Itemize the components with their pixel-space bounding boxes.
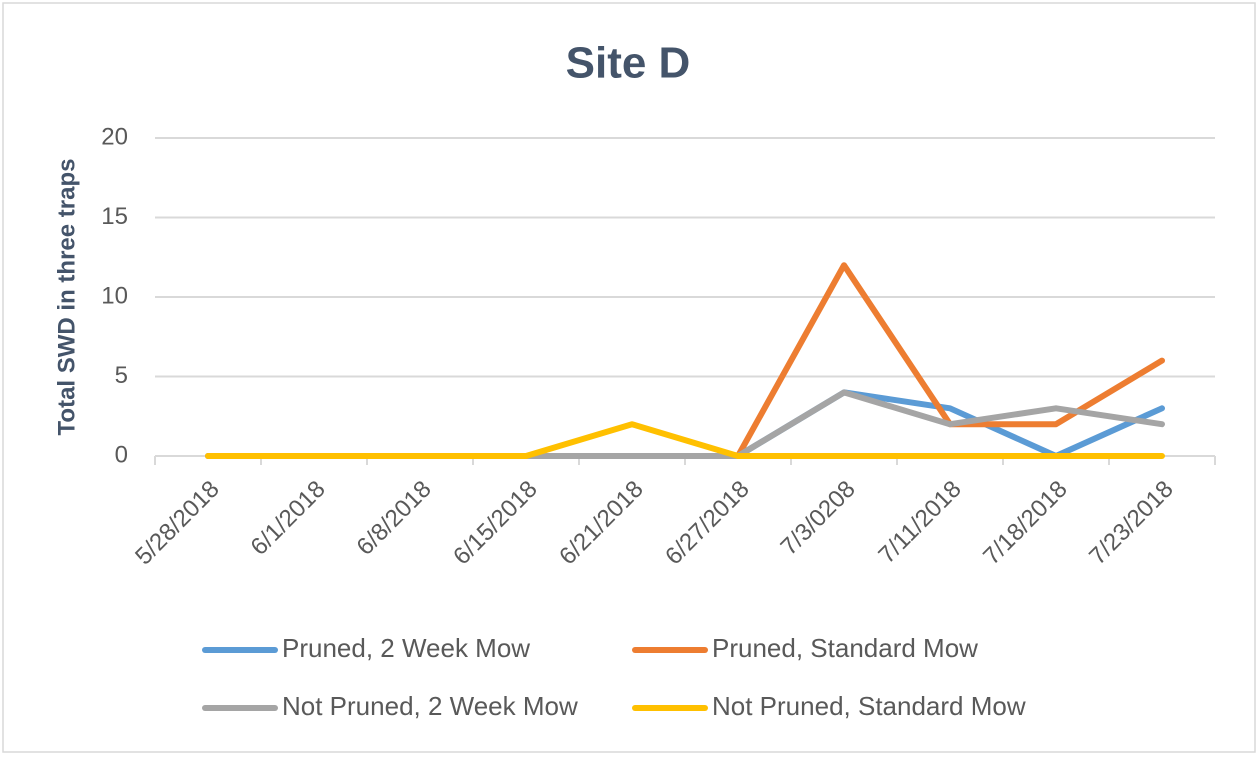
legend-label: Not Pruned, 2 Week Mow xyxy=(282,691,578,721)
legend-label: Pruned, Standard Mow xyxy=(712,633,978,663)
y-tick-label: 15 xyxy=(101,203,128,230)
y-tick-label: 20 xyxy=(101,123,128,150)
y-tick-label: 0 xyxy=(115,441,128,468)
y-tick-label: 5 xyxy=(115,362,128,389)
series-line xyxy=(205,421,1165,459)
y-tick-label: 10 xyxy=(101,282,128,309)
legend-label: Pruned, 2 Week Mow xyxy=(282,633,530,663)
lines xyxy=(205,262,1165,459)
y-axis-title: Total SWD in three traps xyxy=(53,159,80,436)
legend-label: Not Pruned, Standard Mow xyxy=(712,691,1026,721)
legend: Pruned, 2 Week Mow Pruned, Standard Mow No… xyxy=(202,633,1026,721)
chart-title: Site D xyxy=(566,39,691,88)
